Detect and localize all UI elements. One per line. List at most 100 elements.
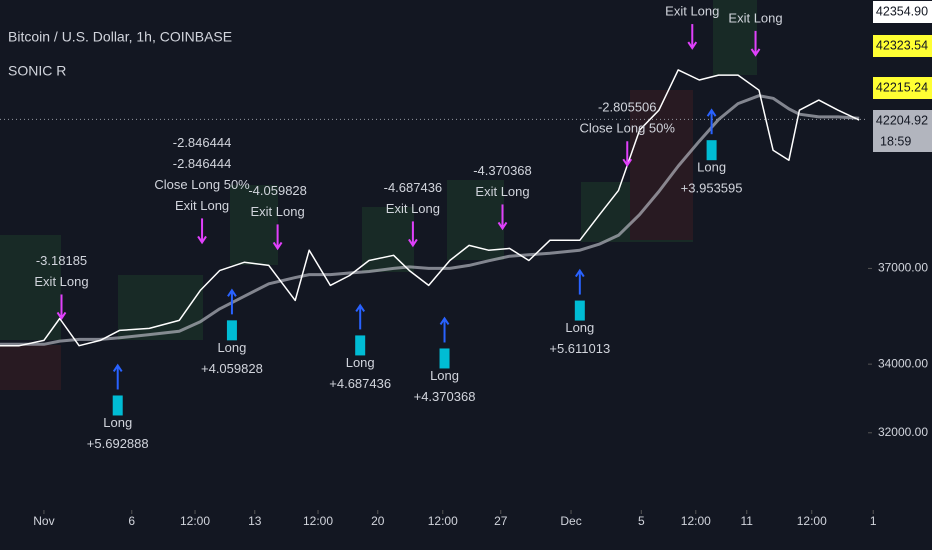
trade-label: Exit Long [175, 198, 229, 213]
y-tick-label: 37000.00 [878, 261, 928, 275]
trade-label: Long [217, 340, 246, 355]
exit-marker: -4.059828 Exit Long [248, 183, 307, 251]
arrow-head [56, 311, 67, 321]
trade-label: +5.692888 [87, 436, 149, 451]
price-line [0, 69, 860, 347]
entry-marker: Long +5.692888 [87, 363, 149, 451]
trade-label: -2.846444 [173, 156, 232, 171]
price-label: 42323.54 [876, 38, 928, 52]
y-tick-label: 32000.00 [878, 425, 928, 439]
exit-marker: -4.687436 Exit Long [384, 180, 443, 248]
price-label-box [873, 1, 932, 23]
arrow-head [497, 221, 508, 231]
trade-label: +4.687436 [329, 376, 391, 391]
y-tick-label: 34000.00 [878, 356, 928, 370]
trade-label: Long [430, 368, 459, 383]
entry-marker: Long +5.611013 [549, 268, 610, 356]
arrow-head [272, 241, 283, 251]
arrow-head [706, 108, 717, 117]
x-tick-label: 1 [870, 514, 877, 528]
trade-label: -4.059828 [248, 183, 307, 198]
x-tick-label: 6 [128, 514, 135, 528]
entry-badge [226, 320, 237, 341]
trade-label: Exit Long [34, 274, 88, 289]
chart-title: Bitcoin / U.S. Dollar, 1h, COINBASE [8, 29, 232, 45]
price-line [0, 94, 860, 346]
exit-marker: -2.805506 Close Long 50% [580, 100, 676, 168]
arrow-head [355, 303, 366, 312]
exit-marker: Exit Long [665, 4, 719, 50]
arrow-head [574, 268, 585, 278]
entry-badge [439, 348, 450, 369]
arrow-head [197, 235, 207, 245]
trade-label: Long [346, 355, 375, 370]
trade-label: -3.18185 [36, 253, 87, 268]
indicator-name: SONIC R [8, 63, 66, 79]
arrow-head [439, 316, 450, 326]
trade-label: Exit Long [728, 10, 782, 25]
x-tick-label: 12:00 [797, 514, 827, 528]
x-tick-label: 27 [494, 514, 508, 528]
trade-label: Exit Long [386, 201, 440, 216]
x-tick-label: 13 [248, 514, 262, 528]
arrow-head [750, 48, 761, 57]
x-tick-label: Dec [560, 514, 581, 528]
countdown: 18:59 [880, 134, 911, 148]
trade-zones [0, 0, 757, 390]
entry-badge [574, 300, 585, 321]
countdown-box [873, 132, 932, 152]
exit-marker: -3.18185 Exit Long [34, 253, 89, 321]
trade-label: Exit Long [251, 204, 305, 219]
entry-badge [112, 395, 123, 416]
price-label: 42204.92 [876, 113, 928, 127]
trade-label: +5.611013 [549, 341, 610, 356]
trade-label: +3.953595 [681, 181, 743, 196]
exit-marker: Exit Long [728, 10, 783, 57]
arrow-head [687, 41, 698, 50]
x-tick-label: 11 [741, 514, 754, 528]
arrow-head [622, 158, 633, 168]
trade-label: Long [103, 415, 132, 430]
price-label-box [873, 110, 932, 132]
trade-label: Long [697, 160, 726, 175]
entry-marker: Long +4.370368 [414, 316, 476, 404]
trade-label: -4.687436 [384, 180, 443, 195]
arrow-head [227, 288, 237, 297]
profit-zone [362, 207, 414, 272]
exit-marker: -2.846444 -2.846444 Close Long 50% Exit Lon… [154, 135, 250, 245]
x-tick-label: 12:00 [428, 514, 458, 528]
x-tick-label: 20 [371, 514, 385, 528]
entry-badge [355, 335, 366, 356]
price-label: 42354.90 [876, 4, 928, 18]
profit-zone [0, 235, 61, 340]
x-tick-label: 5 [638, 514, 645, 528]
arrow-head [408, 238, 418, 248]
profit-zone [230, 185, 278, 265]
trade-label: -4.370368 [473, 163, 532, 178]
trade-label: Close Long 50% [580, 121, 676, 136]
price-label: 42215.24 [876, 80, 928, 94]
entry-marker: Long +3.953595 [681, 108, 743, 196]
entry-badge [706, 140, 717, 161]
exit-marker: -4.370368 Exit Long [473, 163, 532, 231]
trade-label: +4.370368 [414, 389, 476, 404]
trade-label: -2.805506 [598, 100, 657, 115]
arrow-head [112, 363, 123, 373]
trade-label: -2.846444 [173, 135, 232, 150]
x-tick-label: 12:00 [303, 514, 333, 528]
trade-label: Long [565, 320, 594, 335]
price-label-box [873, 77, 932, 99]
trade-label: +4.059828 [201, 361, 263, 376]
x-tick-label: 12:00 [180, 514, 210, 528]
x-tick-label: 12:00 [681, 514, 711, 528]
trade-label: Close Long 50% [154, 177, 250, 192]
entry-marker: Long +4.687436 [329, 303, 391, 391]
loss-zone [0, 345, 61, 390]
entry-marker: Long +4.059828 [201, 288, 263, 376]
x-tick-label: Nov [33, 514, 54, 528]
profit-zone [713, 0, 757, 75]
trade-label: Exit Long [665, 4, 719, 19]
price-label-box [873, 35, 932, 57]
trade-label: Exit Long [475, 184, 529, 199]
